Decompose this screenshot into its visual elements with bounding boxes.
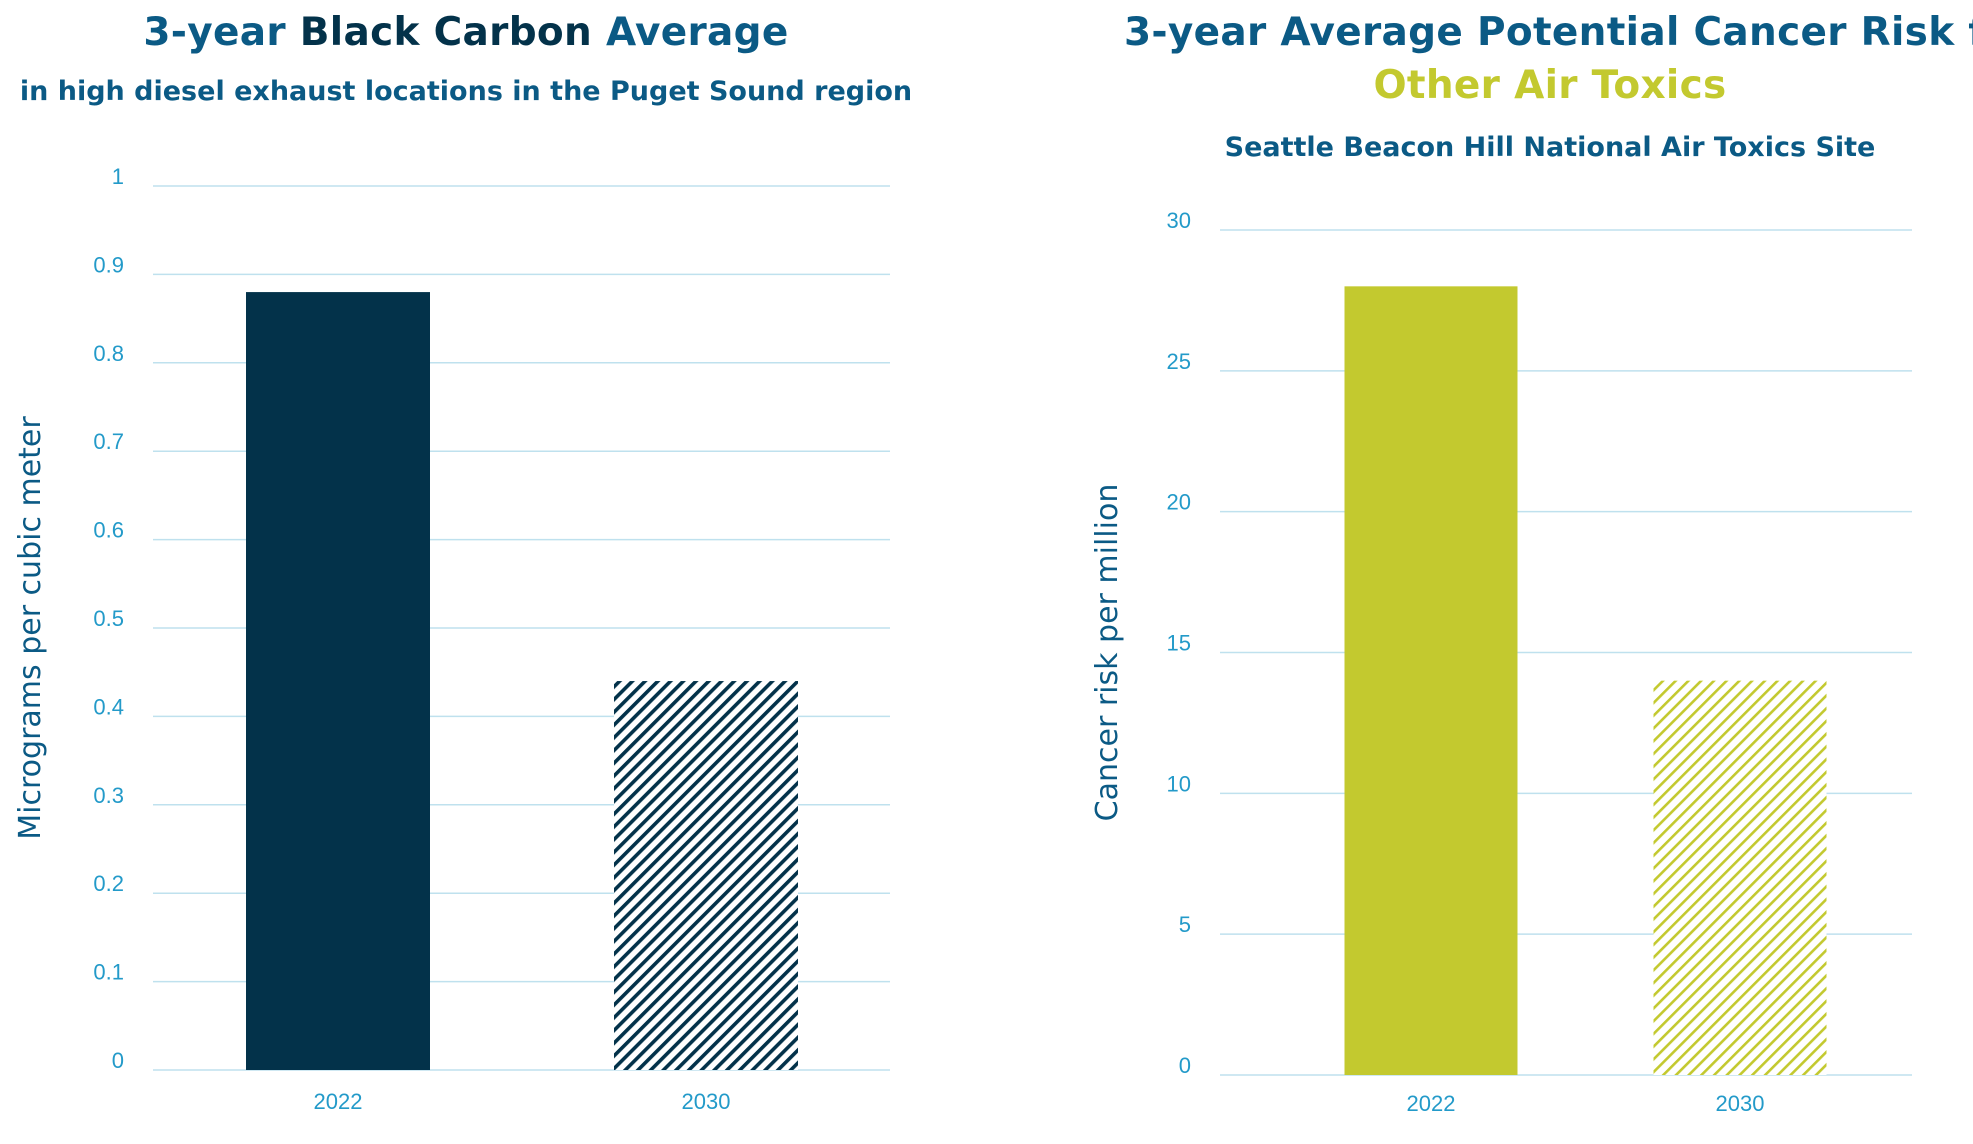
chart1-bar-2022 [246, 292, 430, 1071]
chart1-y-tick-label: 0.2 [93, 871, 124, 896]
chart1-y-tick-label: 0.8 [93, 341, 124, 366]
chart1-y-tick-label: 0.4 [93, 694, 124, 719]
chart1-title-part1: 3-year [143, 10, 300, 55]
chart1-y-tick-label: 1 [112, 164, 124, 189]
chart2-x-tick-label: 2030 [1716, 1091, 1765, 1116]
chart2-y-tick-label: 30 [1167, 208, 1191, 233]
chart2-bar-2022 [1344, 286, 1518, 1075]
chart2-x-tick-label: 2022 [1407, 1091, 1456, 1116]
chart2-y-tick-label: 25 [1167, 349, 1191, 374]
chart2-y-tick-label: 5 [1179, 912, 1191, 937]
chart2-title-line1: 3-year Average Potential Cancer Risk for [1124, 10, 1973, 55]
chart1-y-tick-label: 0.1 [93, 960, 124, 985]
chart1-title-part3: Average [592, 10, 789, 55]
chart1-bar-2030 [614, 681, 798, 1070]
chart1-y-tick-label: 0.5 [93, 606, 124, 631]
chart1-y-tick-label: 0.7 [93, 429, 124, 454]
black-carbon-chart: 0 0.1 0.2 0.3 0.4 0.5 0.6 0.7 0.8 0.9 1 2022 2030 Mic… [13, 164, 890, 1114]
chart2-y-tick-label: 15 [1167, 631, 1191, 656]
chart2-y-axis-label: Cancer risk per million [1090, 484, 1125, 822]
chart1-x-tick-label: 2022 [314, 1089, 363, 1114]
chart2-bar-2030 [1653, 680, 1827, 1075]
cancer-risk-chart: 0 5 10 15 20 25 30 2022 2030 Cancer risk per mill… [1090, 208, 1912, 1116]
chart1-y-axis-label: Micrograms per cubic meter [13, 416, 48, 840]
chart1-y-tick-label: 0.9 [93, 252, 124, 277]
chart2-y-tick-label: 20 [1167, 490, 1191, 515]
chart1-y-tick-label: 0.3 [93, 783, 124, 808]
chart1-title-part2: Black Carbon [299, 10, 593, 55]
chart2-title-line2: Other Air Toxics [1373, 63, 1727, 108]
chart1-subtitle: in high diesel exhaust locations in the … [19, 76, 913, 107]
chart1-x-tick-label: 2030 [682, 1089, 731, 1114]
chart2-y-tick-label: 0 [1179, 1053, 1191, 1078]
chart1-y-tick-label: 0 [112, 1048, 124, 1073]
chart2-y-tick-label: 10 [1167, 771, 1191, 796]
chart1-title: 3-year Black Carbon Average [0, 10, 932, 55]
chart1-y-tick-label: 0.6 [93, 518, 124, 543]
chart2-subtitle: Seattle Beacon Hill National Air Toxics … [1224, 132, 1876, 163]
